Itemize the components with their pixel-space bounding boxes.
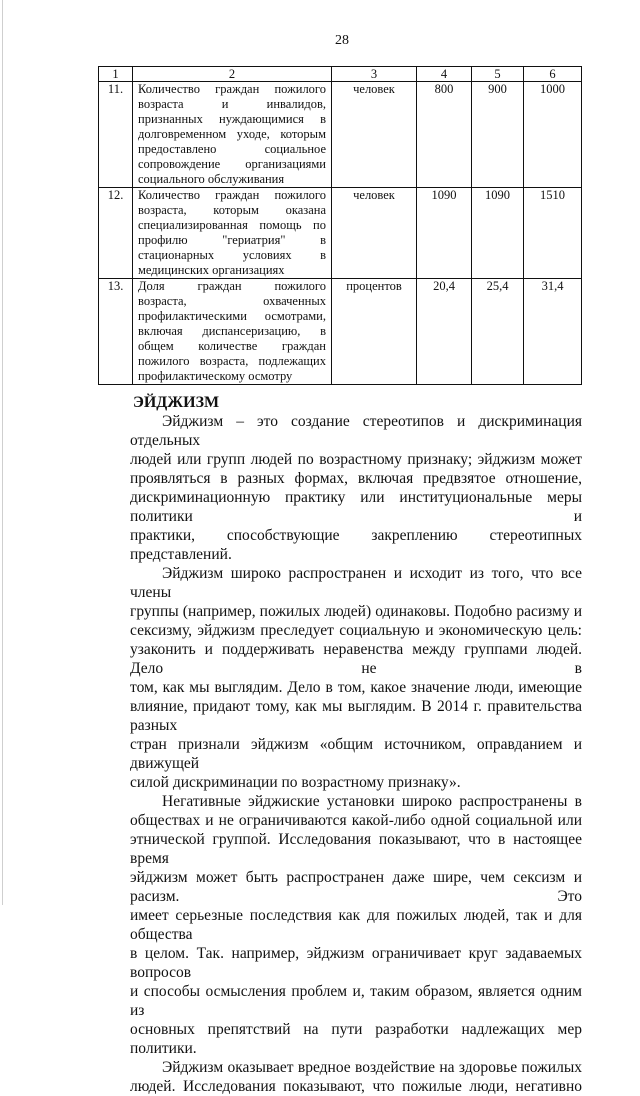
value-cell: 1090 <box>416 187 472 279</box>
table-row: 12. Количество граждан пожилого возраста, … <box>98 187 582 279</box>
text-line: в целом. Так. например, эйджизм ограничи… <box>130 945 582 981</box>
value-cell: 1510 <box>523 187 582 279</box>
text-line: силой дискриминации по возрастному призн… <box>130 774 461 791</box>
text-line: том, как мы выглядим. Дело в том, какое … <box>130 679 582 696</box>
unit-cell: человек <box>331 81 417 188</box>
text-line: группы (например, пожилых людей) одинако… <box>130 603 582 620</box>
text-line: стран признали эйджизм «общим источником… <box>130 736 582 772</box>
text-line: имеет серьезные последствия как для пожи… <box>130 907 582 943</box>
text-line: эйджизм может быть распространен даже ши… <box>130 869 582 905</box>
indicator-name-cell: Количество граждан пожилого возраста, кот… <box>132 187 332 279</box>
cell-text-line: профилю "гериатрия" в <box>138 233 326 247</box>
cell-text-line: социального обслуживания <box>138 172 285 186</box>
cell-text-line: возраста, охваченных <box>138 294 326 308</box>
text-line: Негативные эйджиские установки широко ра… <box>162 793 582 810</box>
section-heading: ЭЙДЖИЗМ <box>133 394 220 411</box>
section-ageism: ЭЙДЖИЗМ Эйджизм – это создание стереотип… <box>130 393 582 1096</box>
unit-cell: человек <box>331 187 417 279</box>
row-number-cell: 11. <box>98 81 133 188</box>
table-row: 11. Количество граждан пожилого возраста и… <box>98 81 582 188</box>
value-cell: 20,4 <box>416 278 472 385</box>
cell-text-line: включая диспансеризацию, в <box>138 324 326 338</box>
cell-text-line: предоставлено социальное <box>138 142 326 156</box>
cell-text-line: Количество граждан пожилого <box>138 82 326 96</box>
text-line: сексизму, эйджизм преследует социальную … <box>130 622 582 639</box>
row-number-cell: 12. <box>98 187 133 279</box>
unit-cell: процентов <box>331 278 417 385</box>
paragraph: Эйджизм – это создание стереотипов и дис… <box>130 412 582 564</box>
text-line: людей. Исследования показывают, что пожи… <box>130 1078 582 1095</box>
header-cell: 3 <box>331 66 417 82</box>
value-cell: 800 <box>416 81 472 188</box>
cell-text-line: стационарных условиях в <box>138 248 326 262</box>
page-number: 28 <box>335 33 349 48</box>
paragraph: Эйджизм оказывает вредное воздействие на… <box>130 1058 582 1096</box>
value-cell: 1090 <box>471 187 524 279</box>
cell-text-line: долговременном уходе, которым <box>138 127 326 141</box>
text-line: людей или групп людей по возрастному при… <box>130 451 582 468</box>
table-header-row: 1 2 3 4 5 6 <box>98 66 582 82</box>
indicator-name-cell: Доля граждан пожилого возраста, охваченны… <box>132 278 332 385</box>
value-cell: 31,4 <box>523 278 582 385</box>
table-row: 13. Доля граждан пожилого возраста, охваче… <box>98 278 582 385</box>
cell-text-line: признанных нуждающимися в <box>138 112 326 126</box>
indicator-name-cell: Количество граждан пожилого возраста и ин… <box>132 81 332 188</box>
indicators-table: 1 2 3 4 5 6 11. Количество граждан пожило… <box>98 66 582 385</box>
text-line: и способы осмысления проблем и, таким об… <box>130 983 582 1019</box>
cell-text-line: профилактическому осмотру <box>138 369 293 383</box>
text-line: Эйджизм широко распространен и исходит и… <box>130 565 582 601</box>
text-line: Эйджизм оказывает вредное воздействие на… <box>162 1059 582 1076</box>
text-line: узаконить и поддерживать неравенства меж… <box>130 641 582 677</box>
value-cell: 1000 <box>523 81 582 188</box>
cell-text-line: специализированная помощь по <box>138 218 326 232</box>
cell-text-line: Доля граждан пожилого <box>138 279 326 293</box>
cell-text-line: возраста, которым оказана <box>138 203 326 217</box>
text-line: практики, способствующие закреплению сте… <box>130 527 582 563</box>
header-cell: 4 <box>416 66 472 82</box>
cell-text-line: Количество граждан пожилого <box>138 188 326 202</box>
paragraph: Негативные эйджиские установки широко ра… <box>130 792 582 1058</box>
text-line: влияние, придают тому, как мы выглядим. … <box>130 698 582 734</box>
value-cell: 25,4 <box>471 278 524 385</box>
text-line: основных препятствий на пути разработки … <box>130 1021 582 1057</box>
cell-text-line: сопровождение организациями <box>138 157 326 171</box>
header-cell: 2 <box>132 66 332 82</box>
text-line: дискриминационную практику или институци… <box>130 489 582 525</box>
header-cell: 5 <box>471 66 524 82</box>
cell-text-line: общем количестве граждан <box>138 339 326 353</box>
scan-margin-line <box>2 0 3 905</box>
value-cell: 900 <box>471 81 524 188</box>
row-number-cell: 13. <box>98 278 133 385</box>
cell-text-line: возраста и инвалидов, <box>138 97 326 111</box>
cell-text-line: пожилого возраста, подлежащих <box>138 354 326 368</box>
paragraph: Эйджизм широко распространен и исходит и… <box>130 564 582 792</box>
cell-text-line: профилактическими осмотрами, <box>138 309 326 323</box>
header-cell: 6 <box>523 66 582 82</box>
text-line: обществах и не ограничиваются какой-либо… <box>130 812 582 829</box>
text-line: проявляться в разных формах, включая пре… <box>130 470 582 487</box>
cell-text-line: медицинских организациях <box>138 263 285 277</box>
text-line: этнической группой. Исследования показыв… <box>130 831 582 867</box>
text-line: Эйджизм – это создание стереотипов и дис… <box>130 413 582 449</box>
header-cell: 1 <box>98 66 133 82</box>
